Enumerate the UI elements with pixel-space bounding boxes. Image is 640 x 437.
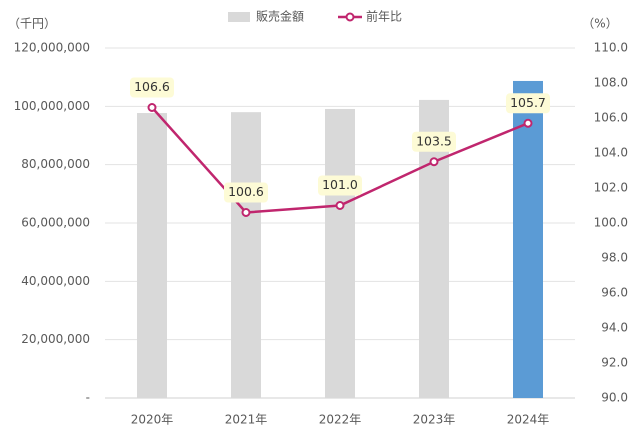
legend-label: 販売金額 [256, 9, 304, 24]
bar [137, 113, 167, 399]
x-tick-label: 2020年 [131, 413, 174, 427]
y-tick-label: - [86, 391, 90, 405]
y2-tick-label: 98.0 [601, 251, 628, 265]
y2-tick-label: 102.0 [594, 181, 628, 195]
y2-tick-label: 106.0 [594, 111, 628, 125]
y-tick-label: 20,000,000 [21, 332, 90, 346]
data-label-bg [506, 93, 550, 114]
data-label-bg [318, 175, 362, 196]
y-tick-label: 120,000,000 [14, 41, 90, 55]
line-marker [429, 157, 439, 167]
y-unit-label: （千円） [8, 17, 56, 31]
y2-tick-label: 92.0 [601, 356, 628, 370]
x-tick-label: 2023年 [413, 413, 456, 427]
line-marker [147, 103, 157, 112]
y2-tick-label: 104.0 [594, 146, 628, 160]
legend-swatch [345, 12, 355, 22]
data-label: 101.0 [322, 177, 358, 192]
legend-label: 前年比 [366, 9, 402, 24]
y2-unit-label: （%） [582, 17, 617, 31]
x-tick-label: 2024年 [507, 413, 550, 427]
data-label-bg [130, 77, 174, 98]
data-label: 100.6 [228, 184, 264, 199]
bar [231, 112, 261, 399]
x-tick-label: 2021年 [225, 413, 268, 427]
data-label: 106.6 [134, 79, 170, 94]
y2-tick-label: 100.0 [594, 216, 628, 230]
bar [325, 108, 355, 398]
data-label-bg [412, 131, 456, 152]
y-tick-label: 100,000,000 [14, 99, 90, 113]
data-label: 103.5 [416, 133, 452, 148]
y2-tick-label: 94.0 [601, 321, 628, 335]
y-tick-label: 60,000,000 [21, 216, 90, 230]
y2-tick-label: 110.0 [594, 41, 628, 55]
line-marker [335, 201, 345, 210]
line-marker [241, 208, 251, 217]
y2-tick-label: 108.0 [594, 76, 628, 90]
bar [513, 80, 543, 398]
x-tick-label: 2022年 [319, 413, 362, 427]
data-label: 105.7 [510, 95, 546, 110]
y-tick-label: 40,000,000 [21, 274, 90, 288]
data-label-bg [224, 182, 268, 203]
legend-swatch [228, 12, 250, 22]
y2-tick-label: 96.0 [601, 286, 628, 300]
y-tick-label: 80,000,000 [21, 157, 90, 171]
line-marker [523, 118, 533, 128]
y2-tick-label: 90.0 [601, 391, 628, 405]
